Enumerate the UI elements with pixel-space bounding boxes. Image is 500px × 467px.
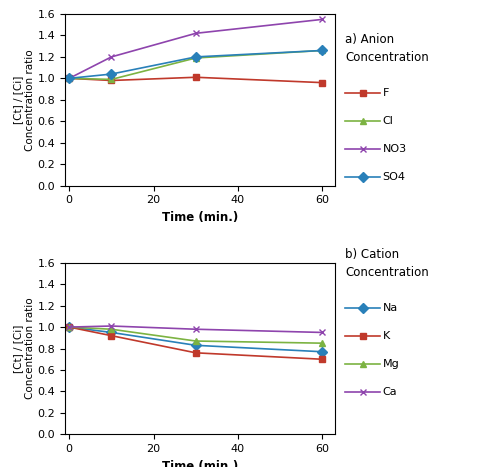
Y-axis label: [Ct] / [Ci]
Concentration ratio: [Ct] / [Ci] Concentration ratio [13, 298, 35, 399]
Text: Concentration: Concentration [345, 51, 429, 64]
Ca [320, 330, 326, 335]
F [193, 74, 199, 80]
Cl [66, 76, 72, 81]
Text: NO3: NO3 [382, 144, 406, 155]
SO4 [108, 71, 114, 77]
Y-axis label: [Ct] / [Ci]
Concentration ratio: [Ct] / [Ci] Concentration ratio [13, 49, 35, 150]
Text: a) Anion: a) Anion [345, 33, 394, 46]
NO3 [193, 30, 199, 36]
Text: F: F [382, 88, 389, 99]
Text: b) Cation: b) Cation [345, 248, 399, 261]
Text: SO4: SO4 [382, 172, 406, 183]
Na [66, 324, 72, 330]
X-axis label: Time (min.): Time (min.) [162, 211, 238, 224]
K [193, 350, 199, 356]
Line: NO3: NO3 [66, 16, 326, 82]
Text: Ca: Ca [382, 387, 397, 397]
Mg [66, 324, 72, 330]
Line: F: F [66, 74, 326, 86]
K [66, 324, 72, 330]
Cl [193, 55, 199, 61]
NO3 [108, 54, 114, 60]
Na [193, 342, 199, 348]
Mg [108, 326, 114, 332]
Line: SO4: SO4 [66, 47, 326, 82]
Ca [66, 324, 72, 330]
SO4 [66, 76, 72, 81]
Na [108, 330, 114, 335]
Text: Na: Na [382, 303, 398, 313]
Ca [193, 326, 199, 332]
K [320, 356, 326, 362]
SO4 [193, 54, 199, 60]
Na [320, 349, 326, 354]
Cl [320, 48, 326, 53]
Text: Concentration: Concentration [345, 266, 429, 279]
NO3 [66, 76, 72, 81]
Mg [320, 340, 326, 346]
Text: Cl: Cl [382, 116, 394, 127]
NO3 [320, 16, 326, 22]
K [108, 333, 114, 339]
Mg [193, 338, 199, 344]
F [320, 80, 326, 85]
Line: Na: Na [66, 324, 326, 355]
F [108, 78, 114, 83]
SO4 [320, 48, 326, 53]
Cl [108, 77, 114, 82]
Line: Ca: Ca [66, 323, 326, 336]
Text: K: K [382, 331, 390, 341]
Text: Mg: Mg [382, 359, 399, 369]
F [66, 76, 72, 81]
Ca [108, 323, 114, 329]
Line: Cl: Cl [66, 47, 326, 83]
X-axis label: Time (min.): Time (min.) [162, 460, 238, 467]
Line: Mg: Mg [66, 324, 326, 347]
Line: K: K [66, 324, 326, 363]
